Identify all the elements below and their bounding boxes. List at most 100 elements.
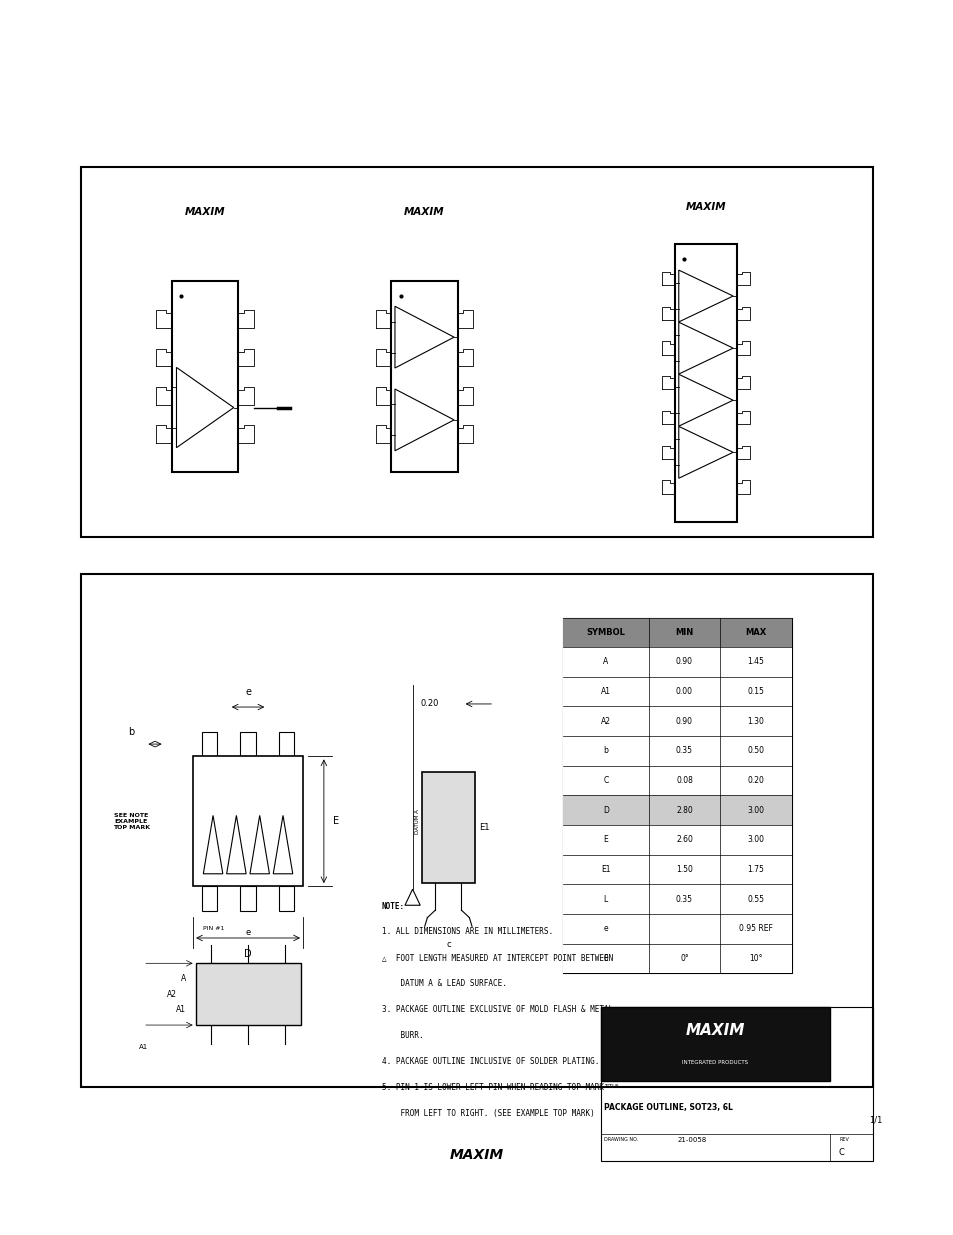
- Text: D: D: [602, 805, 608, 815]
- Bar: [562, 736, 791, 766]
- Text: 1.45: 1.45: [747, 657, 763, 667]
- Bar: [562, 766, 791, 795]
- Bar: [202, 731, 217, 756]
- Text: SEE NOTE
EXAMPLE
TOP MARK: SEE NOTE EXAMPLE TOP MARK: [112, 813, 150, 830]
- Text: 2.60: 2.60: [676, 835, 692, 845]
- Text: 3.00: 3.00: [747, 835, 763, 845]
- Text: 3. PACKAGE OUTLINE EXCLUSIVE OF MOLD FLASH & METAL: 3. PACKAGE OUTLINE EXCLUSIVE OF MOLD FLA…: [381, 1005, 612, 1014]
- Text: △  FOOT LENGTH MEASURED AT INTERCEPT POINT BETWEEN: △ FOOT LENGTH MEASURED AT INTERCEPT POIN…: [381, 953, 612, 962]
- Polygon shape: [736, 272, 749, 285]
- Text: b: b: [128, 726, 134, 737]
- Polygon shape: [661, 377, 674, 389]
- Polygon shape: [736, 480, 749, 494]
- Bar: [562, 677, 791, 706]
- Polygon shape: [661, 480, 674, 494]
- Bar: [172, 282, 238, 473]
- Bar: [562, 618, 791, 973]
- Polygon shape: [375, 310, 391, 329]
- Bar: [195, 963, 300, 1025]
- Text: e: e: [245, 927, 251, 937]
- Text: MIN: MIN: [675, 627, 693, 637]
- Text: 0.90: 0.90: [676, 716, 692, 726]
- Polygon shape: [661, 446, 674, 459]
- Polygon shape: [395, 306, 454, 368]
- Text: A: A: [602, 657, 608, 667]
- Polygon shape: [238, 310, 253, 329]
- Bar: [202, 887, 217, 911]
- Text: 1.75: 1.75: [747, 864, 763, 874]
- Polygon shape: [203, 815, 223, 874]
- Polygon shape: [661, 306, 674, 320]
- Text: E: E: [603, 835, 607, 845]
- Text: 0.90: 0.90: [676, 657, 692, 667]
- Text: 21-0058: 21-0058: [677, 1137, 706, 1144]
- Polygon shape: [156, 348, 172, 367]
- Bar: [600, 1007, 872, 1161]
- Polygon shape: [736, 377, 749, 389]
- Text: A: A: [180, 974, 186, 983]
- Bar: [562, 618, 791, 647]
- Text: 1.50: 1.50: [676, 864, 692, 874]
- Text: E1: E1: [600, 864, 610, 874]
- Polygon shape: [238, 387, 253, 405]
- Bar: [562, 706, 791, 736]
- Text: REV: REV: [839, 1137, 848, 1142]
- Text: L: L: [603, 894, 607, 904]
- Polygon shape: [250, 815, 269, 874]
- Text: 0.20: 0.20: [420, 699, 438, 709]
- Text: A2: A2: [600, 716, 610, 726]
- Text: 0.08: 0.08: [676, 776, 692, 785]
- Text: MAXIM: MAXIM: [450, 1147, 503, 1162]
- Text: b: b: [602, 746, 608, 756]
- Text: BURR.: BURR.: [381, 1031, 423, 1040]
- Text: FROM LEFT TO RIGHT. (SEE EXAMPLE TOP MARK): FROM LEFT TO RIGHT. (SEE EXAMPLE TOP MAR…: [381, 1109, 594, 1118]
- Polygon shape: [404, 889, 419, 905]
- Text: MAXIM: MAXIM: [185, 207, 225, 217]
- Polygon shape: [679, 270, 732, 322]
- Text: A2: A2: [167, 989, 176, 999]
- Polygon shape: [375, 387, 391, 405]
- Text: TITLE: TITLE: [603, 1084, 618, 1089]
- Bar: [674, 245, 736, 522]
- Polygon shape: [238, 348, 253, 367]
- Polygon shape: [679, 374, 732, 426]
- Text: 10°: 10°: [748, 953, 762, 963]
- Text: 1. ALL DIMENSIONS ARE IN MILLIMETERS.: 1. ALL DIMENSIONS ARE IN MILLIMETERS.: [381, 927, 552, 936]
- Text: E: E: [334, 816, 339, 826]
- Bar: [562, 647, 791, 677]
- Text: E1: E1: [478, 823, 490, 832]
- Polygon shape: [273, 815, 293, 874]
- Text: 5. PIN 1 IS LOWER LEFT PIN WHEN READING TOP MARK: 5. PIN 1 IS LOWER LEFT PIN WHEN READING …: [381, 1083, 603, 1092]
- Polygon shape: [156, 425, 172, 443]
- Text: e: e: [245, 687, 251, 698]
- Text: D: D: [244, 948, 252, 960]
- Bar: [391, 282, 457, 473]
- Text: 0.15: 0.15: [747, 687, 763, 697]
- Bar: [81, 167, 872, 537]
- Text: MAXIM: MAXIM: [685, 1023, 744, 1037]
- Text: 3.00: 3.00: [747, 805, 763, 815]
- Bar: [562, 795, 791, 825]
- Text: MAX: MAX: [744, 627, 766, 637]
- Text: 0.95 REF: 0.95 REF: [739, 924, 772, 934]
- Polygon shape: [679, 426, 732, 478]
- Polygon shape: [661, 272, 674, 285]
- Text: θ: θ: [603, 953, 607, 963]
- Text: A1: A1: [138, 1044, 148, 1050]
- Polygon shape: [156, 387, 172, 405]
- Bar: [562, 944, 791, 973]
- Text: 0.00: 0.00: [676, 687, 692, 697]
- Text: NOTE:: NOTE:: [381, 902, 404, 910]
- Bar: [240, 887, 255, 911]
- Polygon shape: [736, 306, 749, 320]
- Bar: [81, 574, 872, 1087]
- Polygon shape: [457, 348, 473, 367]
- Polygon shape: [375, 425, 391, 443]
- Bar: [278, 731, 294, 756]
- Text: C: C: [602, 776, 608, 785]
- Text: SYMBOL: SYMBOL: [586, 627, 624, 637]
- Text: DRAWING NO.: DRAWING NO.: [603, 1137, 638, 1142]
- Polygon shape: [375, 348, 391, 367]
- Text: INTEGRATED PRODUCTS: INTEGRATED PRODUCTS: [681, 1060, 748, 1065]
- Polygon shape: [661, 411, 674, 424]
